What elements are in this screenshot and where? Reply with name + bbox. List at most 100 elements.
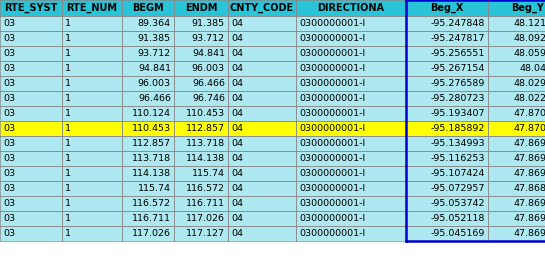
Bar: [406, 91, 488, 106]
Text: 04: 04: [231, 124, 243, 133]
Text: 0300000001-I: 0300000001-I: [299, 19, 365, 28]
Text: 96.003: 96.003: [138, 79, 171, 88]
Bar: [296, 151, 406, 166]
Bar: [122, 166, 174, 181]
Bar: [122, 0, 174, 16]
Text: 1: 1: [65, 109, 71, 118]
Bar: [62, 16, 122, 31]
Text: 117.127: 117.127: [186, 229, 225, 238]
Bar: [174, 76, 228, 91]
Text: 03: 03: [3, 34, 15, 43]
Text: Beg_Y: Beg_Y: [512, 3, 544, 13]
Text: 47.870113: 47.870113: [514, 124, 545, 133]
Bar: [122, 136, 174, 151]
Bar: [488, 61, 545, 76]
Bar: [62, 106, 122, 121]
Bar: [0, 121, 62, 136]
Text: 03: 03: [3, 124, 15, 133]
Bar: [296, 181, 406, 196]
Bar: [122, 181, 174, 196]
Bar: [406, 151, 488, 166]
Text: 1: 1: [65, 199, 71, 208]
Bar: [296, 76, 406, 91]
Text: -95.053742: -95.053742: [431, 199, 485, 208]
Bar: [406, 0, 488, 16]
Text: BEGM: BEGM: [132, 3, 164, 13]
Bar: [174, 91, 228, 106]
Bar: [228, 196, 296, 211]
Text: 89.364: 89.364: [138, 19, 171, 28]
Bar: [488, 226, 545, 241]
Bar: [174, 46, 228, 61]
Bar: [62, 121, 122, 136]
Bar: [228, 136, 296, 151]
Bar: [174, 226, 228, 241]
Bar: [406, 61, 488, 76]
Bar: [0, 166, 62, 181]
Bar: [0, 196, 62, 211]
Bar: [228, 226, 296, 241]
Bar: [174, 61, 228, 76]
Bar: [228, 31, 296, 46]
Text: 03: 03: [3, 109, 15, 118]
Bar: [296, 226, 406, 241]
Bar: [174, 181, 228, 196]
Bar: [62, 226, 122, 241]
Bar: [488, 76, 545, 91]
Bar: [174, 211, 228, 226]
Text: 0300000001-I: 0300000001-I: [299, 229, 365, 238]
Bar: [296, 91, 406, 106]
Text: 0300000001-I: 0300000001-I: [299, 109, 365, 118]
Bar: [122, 196, 174, 211]
Bar: [406, 226, 488, 241]
Bar: [296, 46, 406, 61]
Bar: [62, 181, 122, 196]
Text: 0300000001-I: 0300000001-I: [299, 49, 365, 58]
Text: 117.026: 117.026: [186, 214, 225, 223]
Text: -95.052118: -95.052118: [431, 214, 485, 223]
Bar: [122, 106, 174, 121]
Bar: [0, 31, 62, 46]
Bar: [406, 211, 488, 226]
Bar: [228, 16, 296, 31]
Text: 116.711: 116.711: [186, 199, 225, 208]
Text: 96.466: 96.466: [138, 94, 171, 103]
Bar: [122, 121, 174, 136]
Bar: [0, 61, 62, 76]
Text: 04: 04: [231, 109, 243, 118]
Bar: [174, 166, 228, 181]
Bar: [0, 0, 62, 16]
Text: 03: 03: [3, 94, 15, 103]
Text: RTE_NUM: RTE_NUM: [66, 3, 118, 13]
Text: 04: 04: [231, 214, 243, 223]
Bar: [228, 106, 296, 121]
Bar: [62, 91, 122, 106]
Text: 1: 1: [65, 169, 71, 178]
Text: 112.857: 112.857: [132, 139, 171, 148]
Text: 0300000001-I: 0300000001-I: [299, 34, 365, 43]
Text: 03: 03: [3, 229, 15, 238]
Text: 0300000001-I: 0300000001-I: [299, 214, 365, 223]
Bar: [406, 136, 488, 151]
Bar: [228, 151, 296, 166]
Text: 04: 04: [231, 94, 243, 103]
Text: 1: 1: [65, 64, 71, 73]
Text: 04: 04: [231, 139, 243, 148]
Bar: [488, 106, 545, 121]
Bar: [62, 0, 122, 16]
Bar: [174, 106, 228, 121]
Text: 115.74: 115.74: [138, 184, 171, 193]
Bar: [296, 121, 406, 136]
Text: 114.138: 114.138: [132, 169, 171, 178]
Bar: [228, 61, 296, 76]
Text: 0300000001-I: 0300000001-I: [299, 79, 365, 88]
Text: 0300000001-I: 0300000001-I: [299, 64, 365, 73]
Bar: [488, 136, 545, 151]
Bar: [122, 91, 174, 106]
Bar: [488, 0, 545, 16]
Text: 116.711: 116.711: [132, 214, 171, 223]
Bar: [488, 121, 545, 136]
Bar: [174, 196, 228, 211]
Text: 03: 03: [3, 19, 15, 28]
Text: 116.572: 116.572: [132, 199, 171, 208]
